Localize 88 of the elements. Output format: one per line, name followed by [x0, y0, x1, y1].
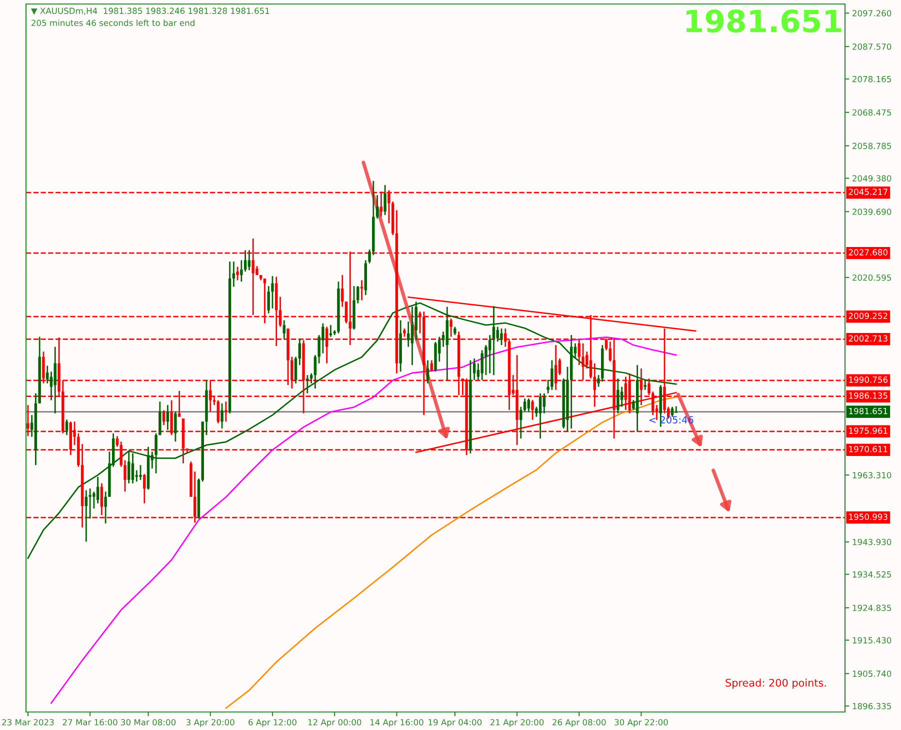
- x-tick-label: 21 Apr 20:00: [490, 719, 544, 728]
- y-tick-label: 2078.165: [852, 76, 891, 82]
- candlestick: [410, 306, 414, 366]
- x-tick-label: 23 Mar 2023: [2, 719, 54, 726]
- y-tick-label: 1905.740: [852, 670, 892, 677]
- candlestick: [310, 372, 313, 384]
- candlestick: [492, 305, 496, 376]
- candlestick: [472, 358, 476, 381]
- y-tick-label: 1896.335: [852, 703, 891, 710]
- annotation: 1981.651: [686, 9, 842, 33]
- ref-line-label: 1981.651: [849, 408, 888, 414]
- ref-line-label: 2027.680: [848, 249, 888, 256]
- candlestick: [158, 400, 162, 436]
- candlestick: [143, 473, 146, 504]
- x-tick-label: 27 Mar 16:00: [62, 719, 118, 726]
- candlestick: [384, 184, 386, 216]
- ref-line-label: 2045.217: [848, 188, 888, 195]
- x-tick-label: 30 Apr 22:00: [614, 719, 668, 728]
- ref-line-label: 1990.756: [849, 376, 888, 383]
- y-tick-label: 2087.570: [852, 44, 892, 50]
- candlestick: [46, 365, 49, 384]
- candlestick: [174, 410, 177, 442]
- y-tick-label: 2020.595: [852, 274, 891, 281]
- ref-line-label: 1970.611: [849, 446, 888, 452]
- candlestick: [162, 410, 166, 426]
- candlestick: [616, 378, 620, 414]
- candlestick: [322, 322, 324, 354]
- y-tick-label: 2058.785: [852, 142, 891, 150]
- candlestick: [54, 346, 56, 414]
- candlestick: [244, 250, 247, 272]
- candlestick: [542, 392, 546, 414]
- ref-line-label: 1975.961: [849, 428, 888, 434]
- candlestick: [92, 490, 96, 510]
- candlestick: [248, 250, 251, 271]
- candlestick: [531, 399, 534, 421]
- ref-line-label: 2009.252: [848, 312, 888, 320]
- candlestick: [271, 275, 274, 310]
- candlestick: [670, 406, 674, 418]
- y-tick-label: 1915.430: [852, 637, 892, 644]
- y-tick-label: 2039.690: [852, 208, 892, 215]
- y-tick-label: 2097.260: [852, 10, 892, 16]
- x-tick-label: 14 Apr 16:00: [370, 719, 424, 728]
- candlestick: [224, 400, 228, 422]
- candlestick: [550, 360, 554, 391]
- x-tick-label: 19 Apr 04:00: [428, 719, 482, 728]
- x-tick-label: 6 Apr 12:00: [248, 719, 296, 728]
- candlestick: [644, 379, 646, 391]
- ref-line-label: 2002.713: [848, 335, 888, 342]
- chart-title: ▼ XAUUSDm,H4 1981.385 1983.246 1981.328 1981.651: [30, 8, 270, 15]
- candlestick: [306, 374, 309, 394]
- candlestick: [154, 432, 158, 474]
- text: 205 minutes 46 seconds left to bar end: [32, 20, 194, 26]
- x-tick-label: 26 Apr 08:00: [552, 719, 606, 728]
- candlestick: [139, 464, 142, 481]
- candlestick: [65, 418, 68, 436]
- candlestick: [100, 482, 104, 516]
- candlestick: [294, 356, 298, 384]
- candlestick: [166, 404, 170, 431]
- candlestick: [620, 386, 624, 408]
- x-tick-label: 12 Apr 00:00: [308, 719, 362, 728]
- candlestick: [236, 266, 239, 281]
- candlestick: [128, 450, 130, 484]
- candlestick: [267, 285, 270, 314]
- candlestick: [450, 318, 452, 338]
- candlestick: [298, 338, 302, 366]
- candlestick: [480, 350, 484, 381]
- y-tick-label: 1924.835: [852, 604, 891, 612]
- candlestick: [282, 320, 286, 340]
- x-tick-label: 3 Apr 20:00: [186, 719, 234, 728]
- candlestick: [426, 360, 430, 384]
- y-tick-label: 1943.930: [852, 538, 892, 546]
- y-tick-label: 1934.525: [852, 571, 891, 578]
- x-tick-label: 30 Mar 08:00: [121, 719, 176, 726]
- candlestick: [538, 392, 542, 440]
- y-tick-label: 1963.310: [852, 472, 892, 478]
- annotation: Spread: 200 points.: [726, 678, 826, 689]
- candlestick: [500, 328, 503, 346]
- candlestick: [131, 452, 134, 484]
- y-tick-label: 2068.475: [852, 109, 891, 116]
- ref-line-label: 1986.135: [849, 392, 888, 399]
- candlestick: [220, 402, 224, 430]
- candlestick: [216, 400, 220, 424]
- ref-line-label: 1950.993: [849, 514, 888, 520]
- candlestick: [496, 326, 499, 342]
- candlestick: [527, 398, 530, 412]
- y-tick-label: 2049.380: [852, 175, 892, 182]
- candlestick: [340, 274, 344, 308]
- candlestick: [96, 476, 100, 504]
